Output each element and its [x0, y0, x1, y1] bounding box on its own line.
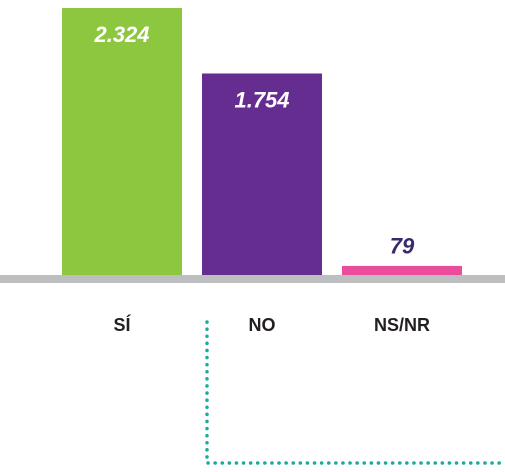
- bar: [62, 8, 182, 275]
- bar: [202, 73, 322, 275]
- value-label: 2.324: [93, 22, 149, 47]
- baseline: [0, 275, 505, 283]
- value-label: 79: [390, 234, 415, 259]
- value-label: 1.754: [234, 87, 289, 112]
- x-tick-label: NO: [249, 315, 276, 335]
- dotted-connector: [205, 320, 505, 465]
- x-tick-label: SÍ: [113, 314, 131, 335]
- x-tick-label: NS/NR: [374, 315, 430, 335]
- bar: [342, 265, 462, 275]
